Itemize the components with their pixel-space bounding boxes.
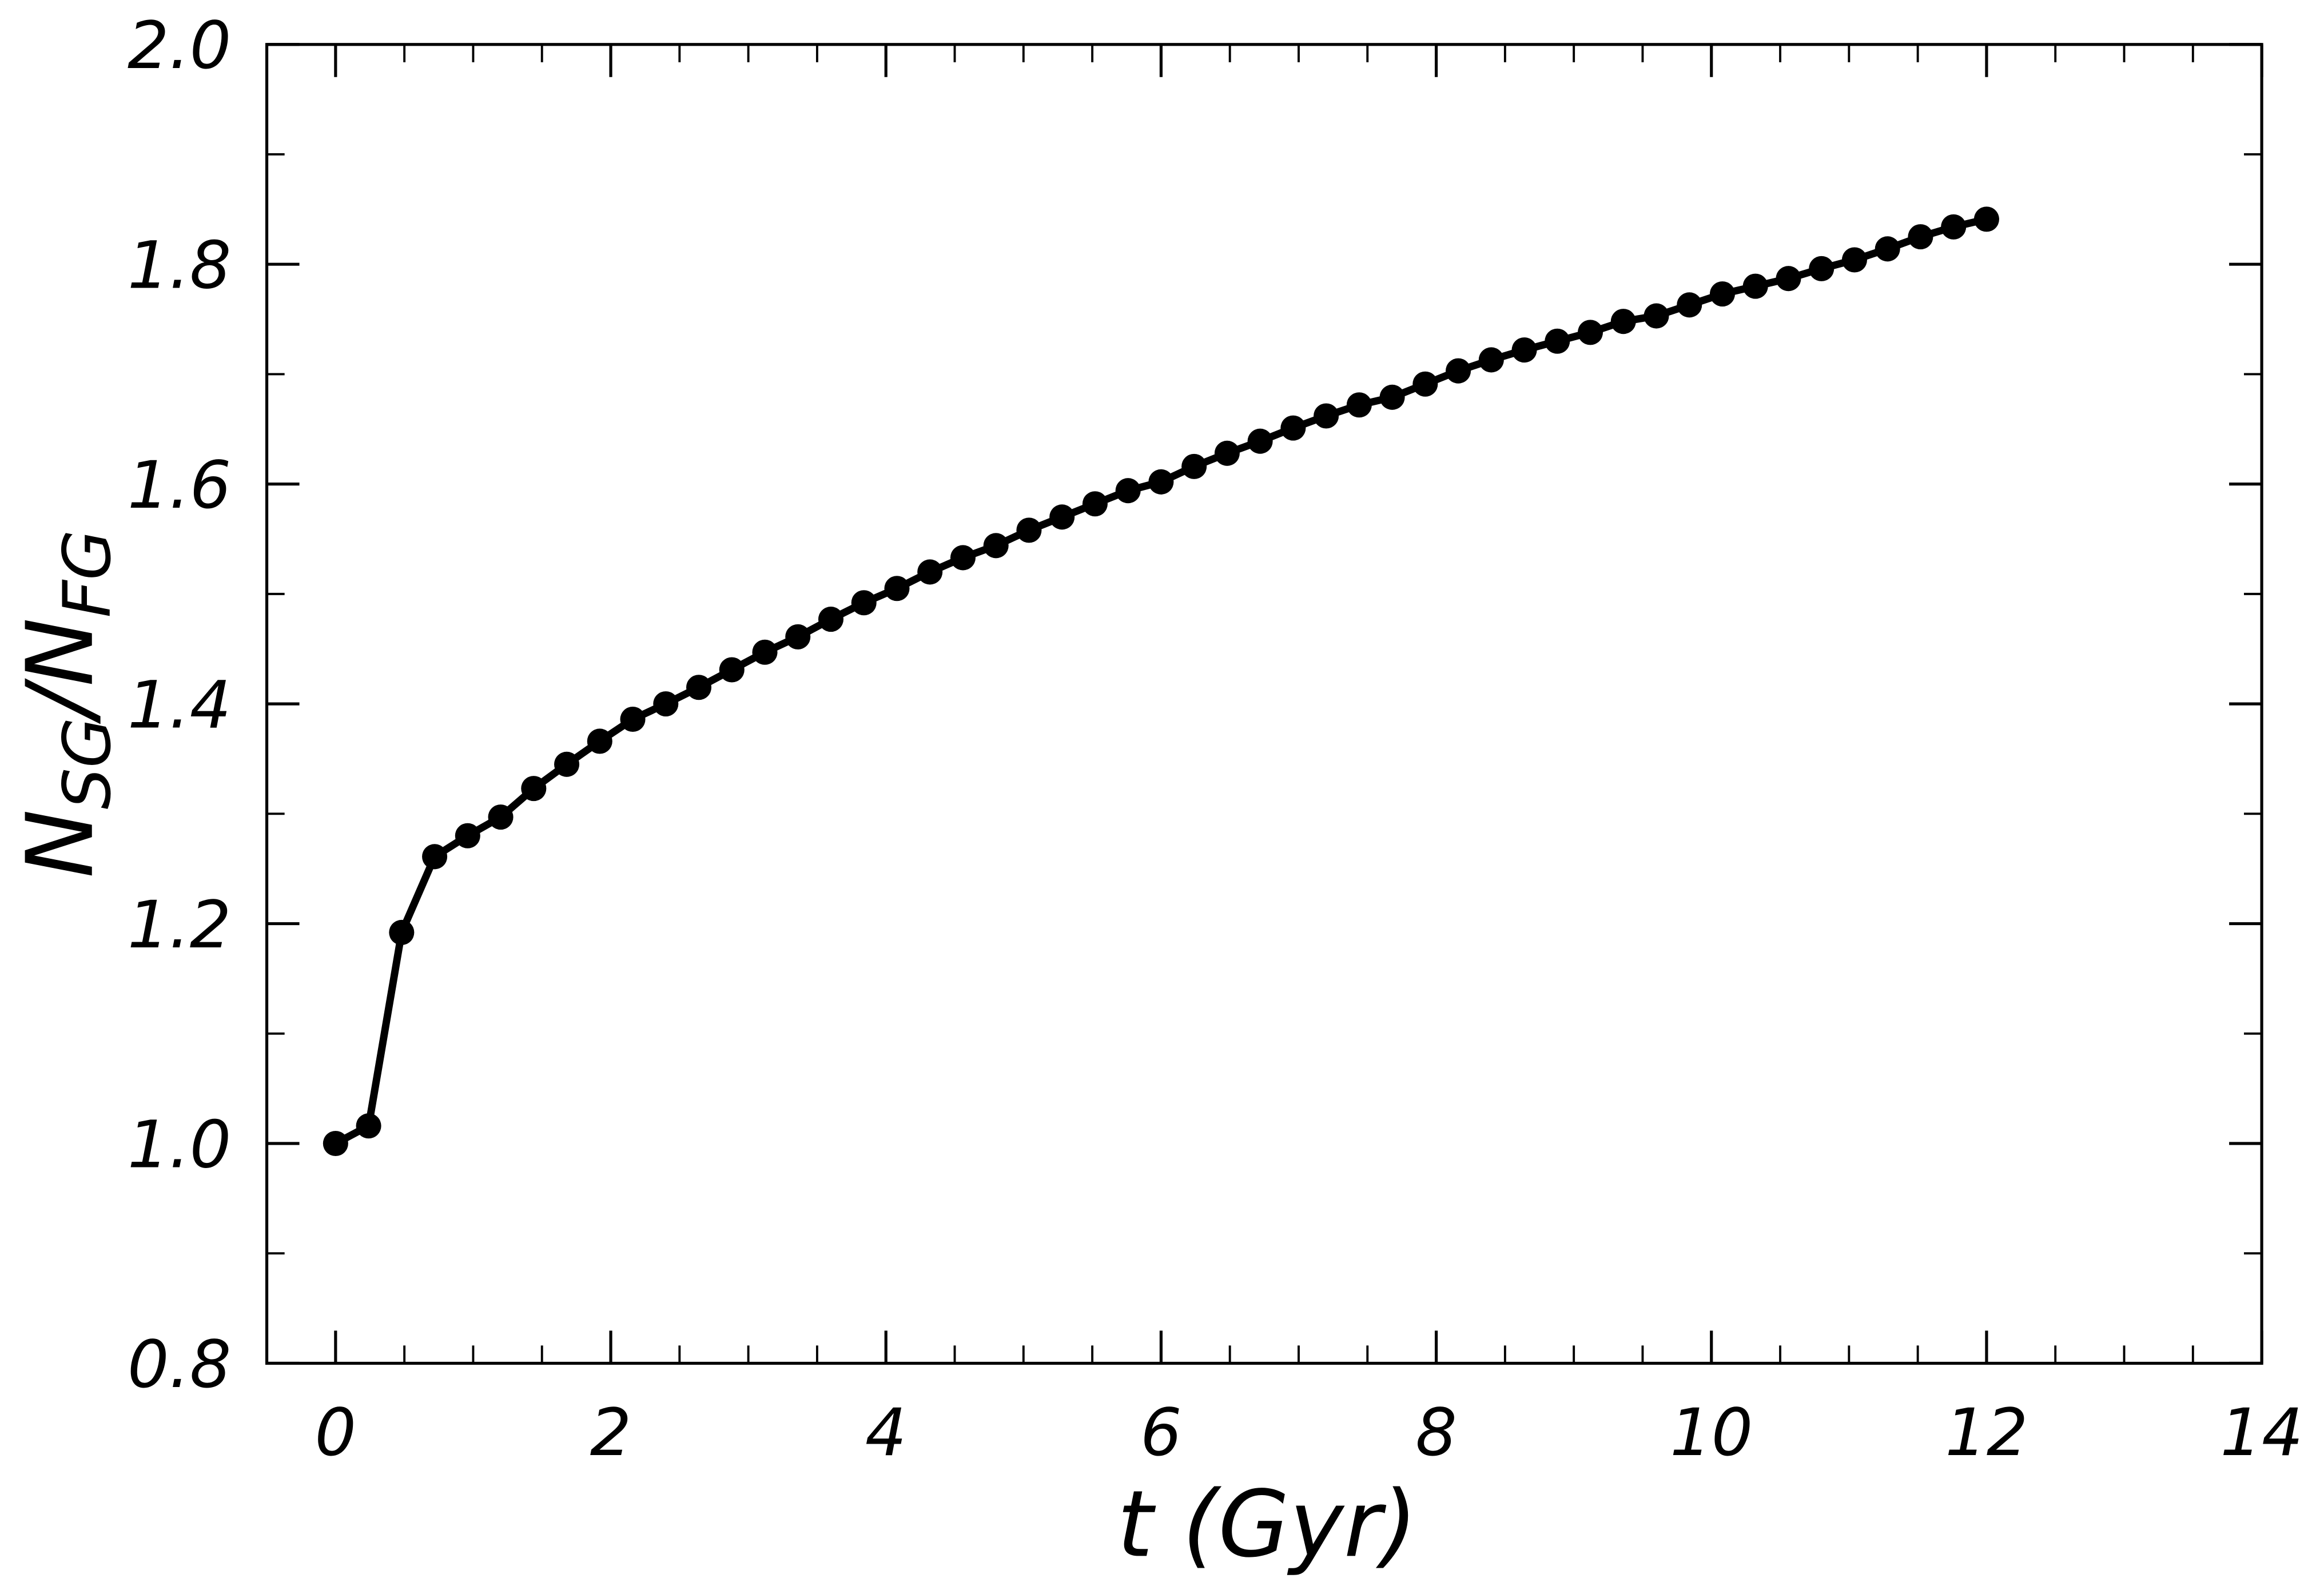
- data-point: [1578, 320, 1603, 345]
- data-point: [554, 751, 580, 777]
- data-point: [1214, 440, 1240, 466]
- data-point: [983, 533, 1009, 559]
- data-point: [1247, 428, 1273, 454]
- data-point: [356, 1113, 381, 1139]
- data-point: [1115, 478, 1141, 504]
- y-label-sub: FG: [49, 529, 125, 617]
- data-point: [1446, 358, 1471, 384]
- data-point: [1545, 328, 1570, 354]
- data-point: [1908, 224, 1933, 250]
- data-point: [1082, 491, 1108, 517]
- y-tick-label: 1.2: [128, 887, 231, 963]
- x-tick-label: 0: [315, 1394, 357, 1471]
- data-point: [1379, 384, 1405, 410]
- data-point: [1643, 303, 1669, 329]
- y-tick-label: 1.4: [128, 667, 231, 743]
- data-point: [1841, 247, 1867, 273]
- data-line: [333, 216, 1988, 1147]
- data-point: [752, 639, 778, 665]
- y-tick-label: 1.6: [128, 447, 231, 523]
- y-label-sub: SG: [49, 718, 125, 810]
- data-point: [818, 607, 844, 632]
- data-point: [422, 844, 448, 870]
- x-tick-label: 4: [865, 1394, 907, 1471]
- x-tick-label: 14: [2220, 1394, 2303, 1471]
- x-tick-label: 8: [1415, 1394, 1457, 1471]
- data-point: [1314, 403, 1339, 429]
- y-label-part: N: [7, 810, 114, 878]
- y-axis-label: NSG/NFG: [7, 529, 125, 878]
- y-label-part: /N: [7, 617, 114, 724]
- data-point: [1280, 415, 1306, 441]
- data-point: [389, 919, 415, 945]
- data-point: [653, 691, 679, 717]
- data-point: [917, 559, 943, 585]
- data-point: [884, 576, 910, 601]
- data-point: [1346, 392, 1372, 418]
- y-tick-label: 0.8: [128, 1326, 231, 1402]
- data-point: [719, 657, 745, 683]
- data-point: [1478, 347, 1504, 373]
- data-point: [1016, 517, 1042, 543]
- x-axis-label: t (Gyr): [1117, 1471, 1417, 1577]
- data-point: [455, 823, 480, 848]
- data-point: [686, 675, 712, 700]
- data-point: [1412, 371, 1438, 397]
- data-point: [785, 624, 811, 649]
- x-tick-label: 2: [590, 1394, 632, 1471]
- y-tick-label: 1.8: [128, 228, 231, 304]
- y-tick-label: 2.0: [128, 7, 231, 83]
- data-point: [1181, 453, 1207, 479]
- data-point: [1677, 292, 1702, 318]
- x-tick-label: 12: [1945, 1394, 2028, 1471]
- data-point: [620, 706, 646, 732]
- y-tick-label: 1.0: [128, 1106, 231, 1182]
- x-tick-label: 10: [1670, 1394, 1753, 1471]
- data-point: [1973, 206, 1999, 232]
- data-point: [1941, 214, 1967, 240]
- data-point: [323, 1130, 348, 1157]
- data-point: [1776, 266, 1801, 292]
- data-point: [1148, 469, 1174, 495]
- data-point: [587, 728, 612, 754]
- data-point: [1709, 281, 1736, 307]
- x-tick-label: 6: [1140, 1394, 1182, 1471]
- data-point: [1511, 337, 1537, 363]
- data-point: [1875, 236, 1900, 262]
- data-point: [1742, 273, 1768, 299]
- data-point: [950, 545, 976, 571]
- data-point: [1809, 256, 1834, 281]
- data-point: [521, 776, 547, 802]
- data-point: [1610, 309, 1636, 334]
- data-point: [1049, 504, 1075, 530]
- data-point: [851, 590, 877, 616]
- plot-frame: [265, 43, 2263, 1365]
- data-point: [488, 804, 514, 830]
